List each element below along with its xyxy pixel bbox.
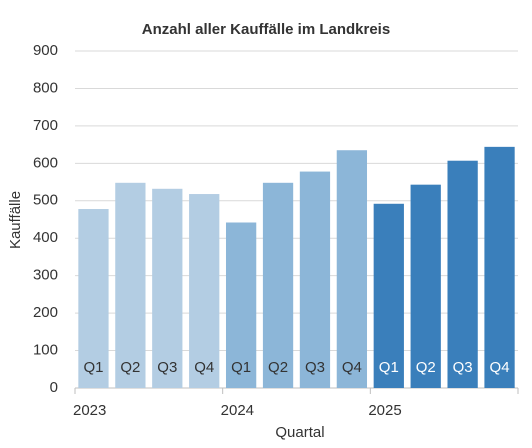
bar xyxy=(115,182,146,388)
y-tick-label: 500 xyxy=(33,192,58,209)
quarter-label: Q2 xyxy=(120,359,140,376)
quarter-label: Q3 xyxy=(305,359,325,376)
quarter-label: Q3 xyxy=(157,359,177,376)
y-axis-title: Kauffälle xyxy=(7,191,24,249)
year-label: 2023 xyxy=(73,402,106,419)
y-tick-label: 600 xyxy=(33,154,58,171)
y-tick-label: 300 xyxy=(33,267,58,284)
chart-title: Anzahl aller Kauffälle im Landkreis xyxy=(142,21,390,38)
quarter-label: Q3 xyxy=(453,359,473,376)
quarter-label: Q1 xyxy=(83,359,103,376)
y-tick-label: 400 xyxy=(33,229,58,246)
y-tick-label: 200 xyxy=(33,304,58,321)
quarter-label: Q2 xyxy=(416,359,436,376)
bar xyxy=(410,184,441,388)
y-tick-label: 900 xyxy=(33,42,58,59)
bar xyxy=(336,150,368,388)
bar xyxy=(189,194,220,388)
y-tick-label: 0 xyxy=(50,379,58,396)
bar xyxy=(78,209,109,388)
quarter-label: Q4 xyxy=(194,359,214,376)
quarter-label: Q4 xyxy=(342,359,362,376)
bar xyxy=(262,182,294,388)
bar xyxy=(447,160,478,388)
quarter-label: Q4 xyxy=(490,359,510,376)
y-tick-label: 100 xyxy=(33,342,58,359)
bar xyxy=(299,171,331,388)
bar xyxy=(152,188,183,388)
quarter-label: Q2 xyxy=(268,359,288,376)
y-tick-label: 700 xyxy=(33,117,58,134)
bar xyxy=(484,146,515,388)
x-axis-title: Quartal xyxy=(275,424,324,441)
year-label: 2024 xyxy=(221,402,254,419)
bar xyxy=(225,222,257,388)
quarter-label: Q1 xyxy=(379,359,399,376)
y-tick-label: 800 xyxy=(33,79,58,96)
bar xyxy=(373,203,404,388)
quarter-label: Q1 xyxy=(231,359,251,376)
year-label: 2025 xyxy=(368,402,401,419)
